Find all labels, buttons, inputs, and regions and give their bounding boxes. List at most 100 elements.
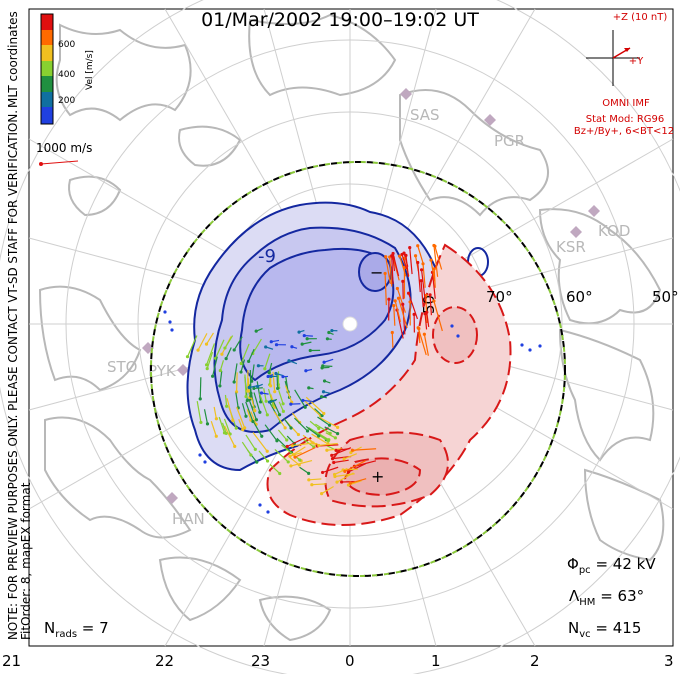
velocity-vector (304, 334, 313, 337)
velocity-vector (261, 392, 269, 395)
scale-label: 1000 m/s (36, 141, 92, 155)
velocity-vector (238, 418, 244, 430)
station-labels: SAS PGR KOD KSR STO PYK HAN (107, 106, 630, 528)
vector-origin (266, 510, 270, 514)
velocity-vector (252, 338, 262, 354)
velocity-vector (273, 411, 286, 429)
velocity-vector (265, 346, 274, 350)
station-label: SAS (410, 106, 440, 124)
velocity-vector (352, 448, 377, 451)
imf-condition-label: Bz+/By+, 6<BT<12 (573, 126, 675, 137)
velocity-vector (212, 356, 218, 377)
velocity-vector (278, 401, 284, 412)
velocity-vector (267, 373, 274, 378)
velocity-vector (308, 426, 330, 441)
velocity-vector (199, 377, 202, 399)
station-marker-ksr (570, 226, 582, 238)
velocity-vector (245, 434, 256, 450)
vector-origin (520, 343, 524, 347)
lat-label-60: 60° (566, 288, 593, 306)
velocity-vector (324, 426, 338, 435)
vector-origin (538, 344, 542, 348)
velocity-vector (429, 294, 432, 316)
velocity-vector (305, 425, 320, 437)
velocity-vector (343, 453, 357, 460)
magnetic-pole (342, 316, 358, 332)
velocity-vector (240, 359, 246, 373)
colorbar-tick: 600 (58, 40, 75, 50)
velocity-vector (391, 332, 394, 348)
vector-origin (168, 320, 172, 324)
colorbar-label: Vel [m/s] (85, 50, 95, 90)
velocity-vector (305, 396, 325, 414)
station-label: PGR (494, 132, 525, 150)
stat-value: = 7 (77, 619, 109, 637)
velocity-vector (288, 360, 298, 365)
velocity-vector (241, 403, 247, 417)
velocity-vector (223, 418, 231, 435)
velocity-vector (298, 329, 305, 333)
velocity-vector (324, 380, 331, 384)
imf-by-label: +Y (628, 56, 644, 67)
mlt-tick-21: 21 (2, 652, 22, 670)
velocity-vector (248, 348, 255, 362)
velocity-vector (233, 363, 238, 383)
stat-symbol: Λ (569, 587, 580, 605)
velocity-vector (250, 411, 257, 425)
velocity-vector (327, 338, 332, 340)
velocity-vector (433, 300, 443, 332)
velocity-vector (272, 371, 276, 392)
stat-model-label: Stat Mod: RG96 (585, 114, 665, 125)
velocity-vector (258, 393, 268, 416)
velocity-vector (252, 432, 268, 452)
radar-count: Nrads = 7 (44, 619, 109, 640)
imf-bz-label: +Z (10 nT) (612, 12, 668, 23)
velocity-vector (263, 388, 267, 402)
velocity-vector (399, 255, 407, 277)
velocity-vector (409, 247, 413, 275)
station-label: KSR (556, 238, 586, 256)
stat-symbol: N (568, 619, 580, 637)
velocity-vector (253, 392, 261, 413)
velocity-vector (302, 399, 312, 402)
velocity-vector (430, 259, 436, 282)
velocity-vector (405, 255, 410, 278)
coordinate-system-label: MLT coordinates (6, 11, 20, 108)
velocity-vector (219, 370, 223, 386)
velocity-vector (401, 254, 408, 270)
lat-label-50: 50° (652, 288, 679, 306)
vector-count: Nvc = 415 (568, 619, 641, 640)
velocity-vector (344, 460, 366, 472)
negative-contour-label: -9 (258, 246, 276, 267)
positive-potential-cell (266, 243, 512, 526)
velocity-vector (392, 258, 400, 281)
mlt-tick-0: 0 (345, 652, 355, 670)
velocity-vector (256, 381, 262, 402)
velocity-vector (278, 389, 284, 404)
positive-center-mark: + (371, 467, 384, 486)
velocity-vector (294, 417, 308, 432)
velocity-vector (422, 263, 426, 288)
velocity-vector (225, 347, 232, 359)
stat-symbol: N (44, 619, 56, 637)
velocity-vector (219, 360, 225, 371)
velocity-vector (249, 385, 257, 389)
station-marker-sas (400, 88, 412, 100)
vector-origin (232, 380, 236, 384)
velocity-vector (290, 459, 313, 467)
velocity-vector (321, 396, 327, 399)
dawn-positive-islet (432, 306, 478, 364)
velocity-vector (397, 298, 408, 329)
vector-origin (408, 246, 412, 250)
stat-subscript: HM (579, 597, 596, 608)
velocity-vector (286, 436, 307, 448)
velocity-vector (221, 422, 227, 434)
velocity-vector (226, 398, 234, 421)
station-label: PYK (148, 362, 177, 380)
velocity-vector (417, 245, 424, 265)
velocity-vectors (163, 243, 542, 514)
positive-contour-3 (343, 457, 422, 497)
velocity-vector (318, 442, 338, 447)
velocity-vector (322, 365, 333, 367)
velocity-vector (235, 372, 238, 392)
